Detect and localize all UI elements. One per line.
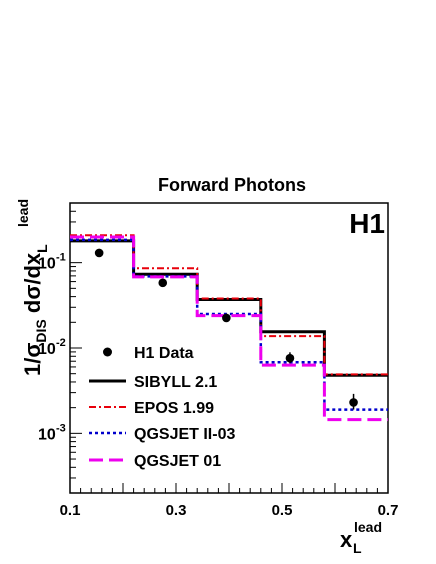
y-tick-label-base: 10 <box>38 256 56 273</box>
svg-text:1/σDIS dσ/dxL: 1/σDIS dσ/dxL <box>20 244 50 376</box>
legend-label-epos-1-99: EPOS 1.99 <box>134 400 214 417</box>
x-axis-label-main: x <box>340 527 353 552</box>
tick-labels: 0.1 0.3 0.5 0.710-310-210-1 <box>38 252 398 519</box>
y-axis-label-sigma: σ <box>20 343 45 358</box>
x-tick-label: 0.3 <box>166 502 187 519</box>
y-axis-label: 1/σDIS dσ/dxL lead <box>15 199 50 376</box>
mc-predictions <box>70 234 388 422</box>
axis-ticks <box>69 202 389 494</box>
x-tick-label: 0.7 <box>378 502 399 519</box>
y-axis-label-prefix: 1/ <box>20 358 45 376</box>
data-point <box>158 278 168 288</box>
x-axis-label-sub: L <box>353 540 362 556</box>
y-tick-label-base: 10 <box>38 341 56 358</box>
series-line-qgsjet-01 <box>70 235 388 422</box>
legend: H1 Data SIBYLL 2.1 EPOS 1.99 QGSJET II-03 QG… <box>89 345 235 470</box>
y-tick-label-exp: -2 <box>56 337 66 349</box>
experiment-label: H1 <box>349 208 385 239</box>
h1-data-points <box>94 248 358 410</box>
legend-label-qgsjet-01: QGSJET 01 <box>134 453 221 470</box>
plot-frame <box>69 202 389 494</box>
y-tick-label: 10 -2 <box>38 337 66 358</box>
y-axis-label-sigma-sub: DIS <box>33 319 49 342</box>
chart-title: Forward Photons <box>158 175 306 195</box>
x-tick-label: 0.1 <box>60 502 81 519</box>
y-axis-label-sup: lead <box>15 199 31 227</box>
legend-label-sibyll-2-1: SIBYLL 2.1 <box>134 374 217 391</box>
legend-label-h1-data: H1 Data <box>134 345 194 362</box>
x-tick-label: 0.5 <box>272 502 293 519</box>
x-axis-label: x <box>340 527 353 552</box>
data-point <box>285 353 295 363</box>
y-axis-label-sub: L <box>34 244 50 253</box>
x-axis-label-sup: lead <box>354 519 382 535</box>
y-tick-label-base: 10 <box>38 426 56 443</box>
y-tick-label: 10 -1 <box>38 252 66 273</box>
y-tick-label: 10 -3 <box>38 422 66 443</box>
data-point <box>94 248 104 258</box>
series-line-epos-1-99 <box>70 234 388 376</box>
data-point <box>349 398 358 407</box>
y-axis-label-mid: dσ/dx <box>20 252 45 319</box>
y-tick-label-exp: -1 <box>56 252 66 264</box>
series-line-sibyll-2-1 <box>70 239 388 377</box>
legend-marker-h1-data <box>103 347 112 357</box>
legend-label-qgsjet-ii-03: QGSJET II-03 <box>134 426 235 443</box>
series-line-qgsjet-ii-03 <box>70 238 388 411</box>
data-point <box>222 313 231 323</box>
y-tick-label-exp: -3 <box>56 422 66 434</box>
